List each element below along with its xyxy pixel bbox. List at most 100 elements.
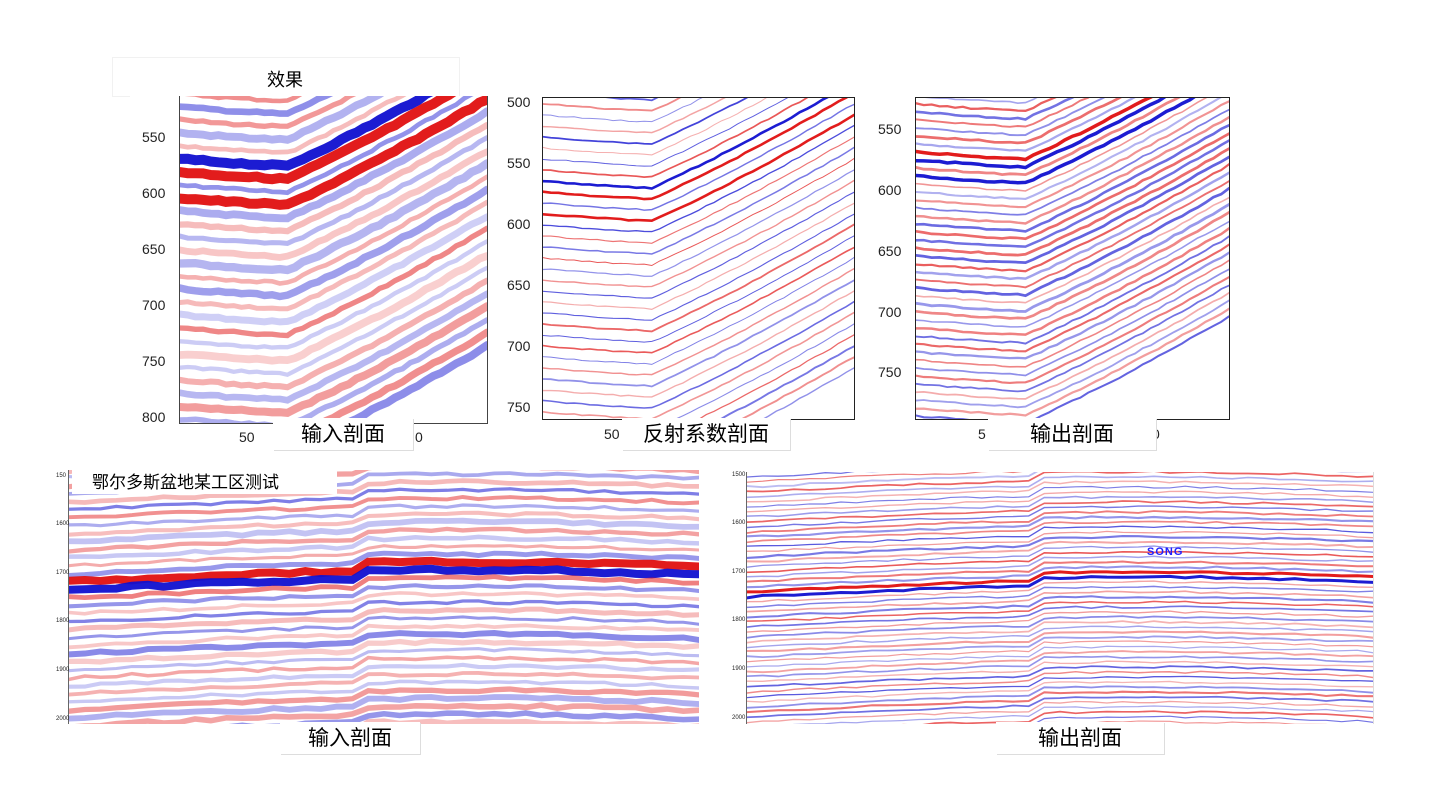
caption-input-top: 输入剖面: [273, 418, 413, 450]
seismic-horizon: [69, 670, 699, 697]
seismic-horizon: [747, 615, 1373, 639]
seismic-horizon: [747, 675, 1373, 699]
seismic-horizon: [69, 556, 699, 586]
seismic-horizon: [747, 665, 1373, 688]
seismic-horizon: [69, 510, 699, 537]
seismic-horizon: [747, 670, 1373, 694]
seismic-horizon: [747, 600, 1373, 622]
seismic-horizon: [747, 472, 1023, 483]
seismic-horizon: [180, 265, 487, 378]
seismic-horizon: [747, 695, 1373, 719]
seismic-horizon: [916, 180, 1229, 289]
y-tick: 750: [142, 353, 166, 369]
seismic-horizon: [543, 98, 726, 134]
seismic-horizon: [69, 606, 699, 633]
seismic-horizon: [543, 98, 767, 156]
seismic-horizon: [180, 199, 487, 312]
seismic-horizon: [180, 225, 487, 339]
seismic-horizon: [69, 686, 699, 714]
seismic-horizon: [916, 98, 1181, 177]
seismic-horizon: [69, 544, 699, 568]
seismic-horizon: [543, 98, 703, 123]
seismic-horizon: [543, 191, 854, 299]
seismic-horizon: [543, 267, 854, 376]
seismic-horizon: [916, 98, 1153, 162]
input-section-panel-bottom: 150 1600 1700 1800 1900 2000: [50, 468, 705, 726]
seismic-horizon: [916, 259, 1229, 368]
seismic-horizon: [69, 615, 699, 641]
seismic-horizon: [69, 574, 699, 600]
seismic-horizon: [543, 179, 854, 288]
seismic-horizon: [69, 550, 699, 578]
seismic-horizon: [747, 540, 1373, 563]
seismic-horizon: [180, 135, 487, 246]
seismic-horizon: [184, 96, 303, 104]
seismic-horizon: [69, 495, 699, 520]
seismic-horizon: [747, 610, 1373, 633]
x-tick: 50: [604, 426, 620, 442]
seismic-horizon: [916, 276, 1229, 384]
seismic-horizon: [337, 341, 487, 423]
seismic-plot-output-top: [915, 97, 1230, 420]
seismic-horizon: [543, 103, 854, 211]
seismic-horizon: [747, 650, 1373, 674]
seismic-horizon: [916, 227, 1229, 336]
seismic-horizon: [180, 290, 487, 404]
seismic-horizon: [180, 239, 487, 350]
seismic-horizon: [747, 645, 1373, 668]
seismic-horizon: [312, 328, 487, 423]
x-tick: 50: [239, 429, 255, 445]
seismic-horizon: [69, 517, 699, 545]
reflection-coefficient-panel: 500 550 600 650 700 750 50: [500, 90, 860, 445]
seismic-horizon: [1032, 715, 1373, 724]
seismic-horizon: [69, 630, 699, 658]
seismic-horizon: [69, 487, 699, 511]
seismic-horizon: [747, 685, 1373, 709]
seismic-horizon: [747, 640, 1373, 663]
seismic-horizon: [180, 96, 434, 171]
title-box: 效果: [112, 57, 460, 97]
seismic-horizon: [916, 132, 1229, 241]
output-section-panel-top: 550 600 650 700 750 5 0: [870, 90, 1245, 445]
seismic-horizon: [747, 690, 1373, 714]
y-tick: 700: [507, 338, 531, 354]
y-tick: 600: [507, 216, 531, 232]
seismic-horizon: [747, 700, 1373, 724]
seismic-horizon: [761, 367, 854, 419]
y-tick: 700: [878, 304, 902, 320]
y-tick: 650: [878, 243, 902, 259]
y-tick: 550: [878, 121, 902, 137]
seismic-horizon: [916, 98, 1208, 192]
seismic-horizon: [180, 252, 487, 365]
seismic-horizon: [69, 655, 699, 682]
seismic-horizon: [747, 620, 1373, 644]
seismic-plot-input-bottom: [68, 470, 699, 724]
seismic-horizon: [916, 251, 1229, 360]
seismic-horizon: [747, 485, 1373, 508]
y-tick: 1700: [732, 569, 746, 575]
seismic-horizon: [69, 564, 699, 594]
seismic-horizon: [747, 475, 1373, 499]
seismic-horizon: [543, 158, 854, 267]
seismic-horizon: [916, 307, 1229, 417]
y-tick: 1900: [56, 667, 70, 673]
seismic-horizon: [747, 560, 1373, 583]
seismic-horizon: [916, 268, 1229, 377]
seismic-horizon: [747, 555, 1373, 578]
seismic-horizon: [747, 574, 1373, 600]
seismic-horizon: [916, 98, 1122, 145]
seismic-horizon: [740, 356, 854, 419]
seismic-horizon: [916, 284, 1229, 393]
seismic-horizon: [747, 595, 1373, 619]
seismic-horizon: [69, 623, 699, 650]
seismic-horizon: [747, 580, 1373, 603]
seismic-horizon: [718, 345, 854, 419]
seismic-horizon: [543, 257, 854, 365]
y-tick: 1600: [732, 520, 746, 526]
seismic-plot-reflection: [542, 97, 855, 420]
seismic-horizon: [543, 146, 854, 255]
seismic-horizon: [180, 148, 487, 261]
seismic-horizon: [747, 545, 1373, 568]
seismic-horizon: [69, 638, 699, 665]
seismic-horizon: [916, 171, 1229, 281]
